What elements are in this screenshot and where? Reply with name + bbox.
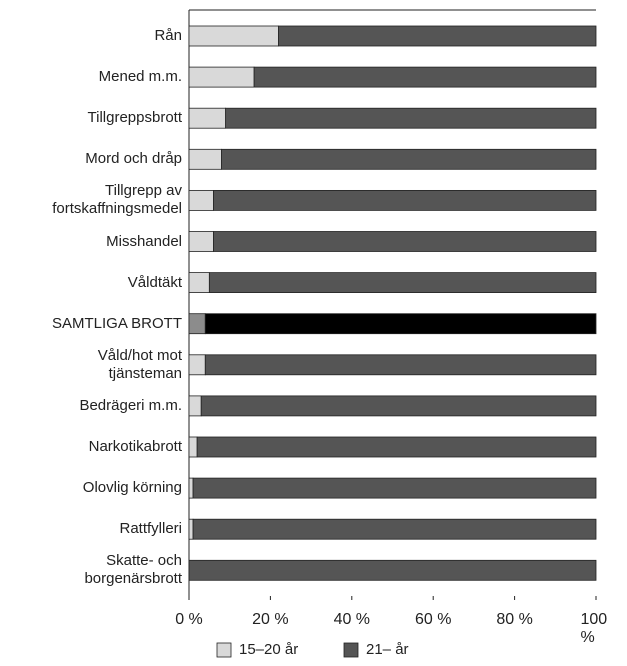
bar-segment bbox=[278, 25, 597, 47]
legend-label: 21– år bbox=[366, 641, 409, 658]
bar-segment bbox=[204, 354, 597, 376]
legend-label: 15–20 år bbox=[239, 641, 299, 658]
bar-segment bbox=[188, 313, 206, 335]
y-tick-label: Rattfylleri bbox=[119, 520, 182, 538]
bar-segment bbox=[188, 354, 206, 376]
x-tick-label: 20 % bbox=[252, 611, 289, 628]
bar-segment bbox=[188, 272, 210, 294]
x-tick-label: 80 % bbox=[496, 611, 533, 628]
x-tick-label: 100 % bbox=[580, 611, 608, 646]
x-tick-label: 0 % bbox=[175, 611, 203, 628]
y-tick-label: Våld/hot mot tjänsteman bbox=[97, 346, 182, 382]
y-tick-label: Bedrägeri m.m. bbox=[79, 396, 182, 414]
bar-segment bbox=[188, 436, 198, 458]
bar-segment bbox=[188, 148, 222, 170]
bar-segment bbox=[204, 313, 597, 335]
y-tick-label: Olovlig körning bbox=[82, 479, 182, 497]
bar-segment bbox=[253, 66, 597, 88]
bar-segment bbox=[196, 436, 597, 458]
bar-segment bbox=[188, 559, 597, 581]
bar-segment bbox=[192, 477, 597, 499]
bar-segment bbox=[188, 395, 202, 417]
bar-segment bbox=[188, 189, 214, 211]
bar-segment bbox=[188, 107, 227, 129]
bar-segment bbox=[225, 107, 597, 129]
y-tick-label: Skatte- och borgenärsbrott bbox=[84, 552, 182, 588]
y-tick-label: Mord och dråp bbox=[85, 150, 182, 168]
y-tick-label: Tillgrepp av fortskaffningsmedel bbox=[52, 182, 182, 218]
y-tick-label: Rån bbox=[154, 27, 182, 44]
bar-segment bbox=[200, 395, 597, 417]
legend-swatch bbox=[343, 642, 359, 658]
bar-segment bbox=[188, 231, 214, 252]
bar-segment bbox=[188, 66, 255, 88]
bar-segment bbox=[192, 518, 597, 540]
bar-segment bbox=[221, 148, 597, 170]
x-tick-label: 40 % bbox=[333, 611, 371, 628]
y-tick-label: Tillgreppsbrott bbox=[87, 109, 182, 127]
x-tick-label: 60 % bbox=[414, 611, 452, 628]
bar-segment bbox=[188, 25, 279, 47]
legend-swatch bbox=[216, 642, 232, 658]
bar-segment bbox=[208, 272, 597, 294]
bar-segment bbox=[188, 518, 194, 540]
bar-segment bbox=[213, 189, 597, 211]
y-tick-label: Våldtäkt bbox=[127, 273, 182, 291]
y-tick-label: SAMTLIGA BROTT bbox=[51, 314, 182, 332]
bar-segment bbox=[188, 477, 194, 499]
y-tick-label: Mened m.m. bbox=[98, 68, 182, 86]
y-tick-label: Misshandel bbox=[106, 232, 182, 250]
bar-segment bbox=[213, 231, 597, 252]
y-tick-label: Narkotikabrott bbox=[88, 438, 182, 455]
